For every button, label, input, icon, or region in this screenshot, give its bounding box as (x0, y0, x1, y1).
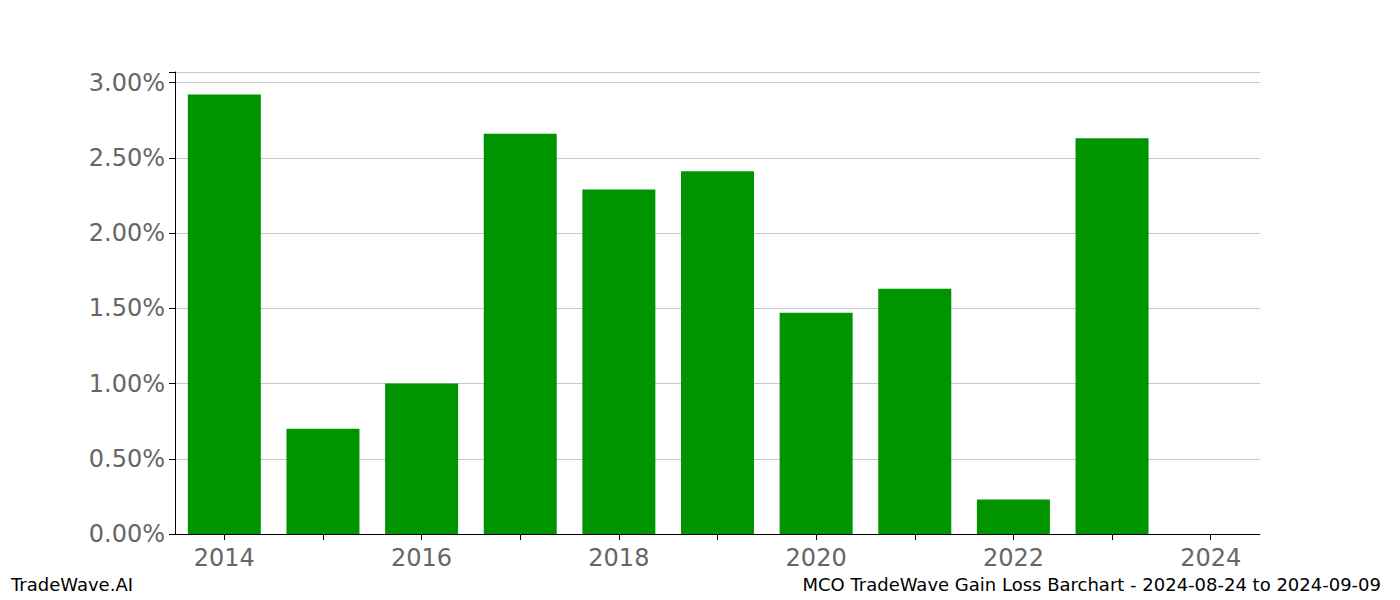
svg-text:1.50%: 1.50% (89, 294, 165, 322)
svg-text:1.00%: 1.00% (89, 370, 165, 398)
svg-text:2022: 2022 (983, 544, 1044, 572)
svg-text:0.00%: 0.00% (89, 520, 165, 548)
svg-text:TradeWave.AI: TradeWave.AI (10, 574, 133, 595)
svg-text:2020: 2020 (786, 544, 847, 572)
svg-text:0.50%: 0.50% (89, 445, 165, 473)
svg-text:MCO TradeWave Gain Loss Barcha: MCO TradeWave Gain Loss Barchart - 2024-… (802, 574, 1381, 595)
svg-text:2024: 2024 (1180, 544, 1241, 572)
svg-text:2018: 2018 (588, 544, 649, 572)
svg-text:2014: 2014 (194, 544, 255, 572)
svg-text:2.00%: 2.00% (89, 219, 165, 247)
svg-text:2016: 2016 (391, 544, 452, 572)
svg-text:2.50%: 2.50% (89, 144, 165, 172)
svg-text:3.00%: 3.00% (89, 69, 165, 97)
